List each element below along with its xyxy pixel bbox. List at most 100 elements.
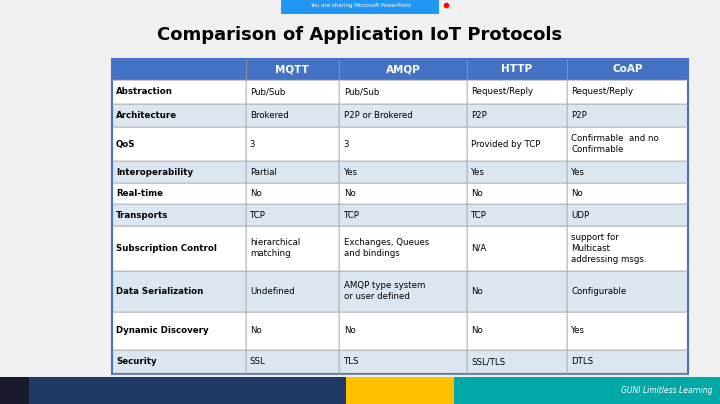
Bar	[29, 377, 346, 404]
Text: hierarchical
matching: hierarchical matching	[250, 238, 300, 258]
Text: Pub/Sub: Pub/Sub	[250, 87, 285, 96]
Text: Pub/Sub: Pub/Sub	[343, 87, 379, 96]
Bar	[246, 204, 339, 226]
Bar	[246, 103, 339, 127]
Text: Subscription Control: Subscription Control	[116, 244, 217, 253]
Bar	[339, 80, 467, 103]
Bar	[567, 59, 688, 80]
Text: Interoperability: Interoperability	[116, 168, 193, 177]
Text: You are sharing Microsoft PowerPoint: You are sharing Microsoft PowerPoint	[310, 2, 410, 8]
Text: QoS: QoS	[116, 140, 135, 149]
Bar	[246, 162, 339, 183]
Bar	[467, 226, 567, 271]
Text: AMQP type system
or user defined: AMQP type system or user defined	[343, 281, 425, 301]
Bar	[467, 59, 567, 80]
Text: 3: 3	[343, 140, 349, 149]
Bar	[112, 59, 688, 374]
Text: SSL/TLS: SSL/TLS	[471, 358, 505, 366]
Bar	[567, 80, 688, 103]
Text: Partial: Partial	[250, 168, 276, 177]
Bar	[567, 271, 688, 311]
Bar	[112, 59, 246, 80]
Bar	[112, 183, 246, 204]
Bar	[112, 162, 246, 183]
Bar	[246, 59, 339, 80]
Bar	[339, 127, 467, 162]
Text: Yes: Yes	[343, 168, 358, 177]
Bar	[567, 183, 688, 204]
Bar	[339, 103, 467, 127]
Bar	[112, 311, 246, 350]
Bar	[339, 226, 467, 271]
Text: P2P: P2P	[471, 111, 487, 120]
Text: Data Serialization: Data Serialization	[116, 287, 203, 296]
Bar	[339, 350, 467, 374]
Text: Transports: Transports	[116, 210, 168, 219]
Text: Yes: Yes	[572, 168, 585, 177]
Text: Exchanges, Queues
and bindings: Exchanges, Queues and bindings	[343, 238, 429, 258]
Bar	[246, 183, 339, 204]
Text: HTTP: HTTP	[501, 64, 532, 74]
Text: SSL: SSL	[250, 358, 266, 366]
Text: No: No	[471, 326, 482, 335]
Bar	[246, 271, 339, 311]
Text: AMQP: AMQP	[386, 64, 420, 74]
Bar	[246, 350, 339, 374]
Text: TCP: TCP	[250, 210, 266, 219]
Bar	[454, 377, 720, 404]
Bar	[112, 350, 246, 374]
Text: No: No	[572, 189, 583, 198]
Bar	[112, 226, 246, 271]
Bar	[567, 103, 688, 127]
Bar	[467, 80, 567, 103]
Text: N/A: N/A	[471, 244, 486, 253]
Text: P2P: P2P	[572, 111, 587, 120]
Text: Security: Security	[116, 358, 156, 366]
Text: 3: 3	[250, 140, 256, 149]
Bar	[339, 183, 467, 204]
Text: Dynamic Discovery: Dynamic Discovery	[116, 326, 209, 335]
Text: TCP: TCP	[343, 210, 359, 219]
Bar	[567, 311, 688, 350]
Text: TCP: TCP	[471, 210, 487, 219]
Text: Confirmable  and no
Confirmable: Confirmable and no Confirmable	[572, 134, 659, 154]
Bar	[281, 0, 439, 14]
Text: No: No	[471, 287, 482, 296]
Text: Comparison of Application IoT Protocols: Comparison of Application IoT Protocols	[158, 26, 562, 44]
Bar	[246, 226, 339, 271]
Bar	[339, 59, 467, 80]
Text: Abstraction: Abstraction	[116, 87, 173, 96]
Text: Yes: Yes	[471, 168, 485, 177]
Bar	[467, 162, 567, 183]
Text: No: No	[343, 189, 356, 198]
Text: TLS: TLS	[343, 358, 359, 366]
Bar	[112, 80, 246, 103]
Text: Request/Reply: Request/Reply	[572, 87, 634, 96]
Text: Real-time: Real-time	[116, 189, 163, 198]
Text: Provided by TCP: Provided by TCP	[471, 140, 540, 149]
Text: No: No	[250, 189, 261, 198]
Text: GUNI Limitless Learning: GUNI Limitless Learning	[621, 386, 713, 395]
Text: UDP: UDP	[572, 210, 590, 219]
Bar	[567, 162, 688, 183]
Text: No: No	[250, 326, 261, 335]
Text: Undefined: Undefined	[250, 287, 294, 296]
Text: Architecture: Architecture	[116, 111, 177, 120]
Text: CoAP: CoAP	[612, 64, 642, 74]
Bar	[467, 311, 567, 350]
Bar	[339, 311, 467, 350]
Text: P2P or Brokered: P2P or Brokered	[343, 111, 413, 120]
Bar	[339, 204, 467, 226]
Bar	[112, 271, 246, 311]
Text: Configurable: Configurable	[572, 287, 626, 296]
Bar	[246, 311, 339, 350]
Bar	[339, 271, 467, 311]
Bar	[467, 183, 567, 204]
Text: MQTT: MQTT	[276, 64, 310, 74]
Bar	[112, 127, 246, 162]
Bar	[567, 204, 688, 226]
Bar	[567, 350, 688, 374]
Bar	[567, 127, 688, 162]
Text: DTLS: DTLS	[572, 358, 593, 366]
Bar	[467, 204, 567, 226]
